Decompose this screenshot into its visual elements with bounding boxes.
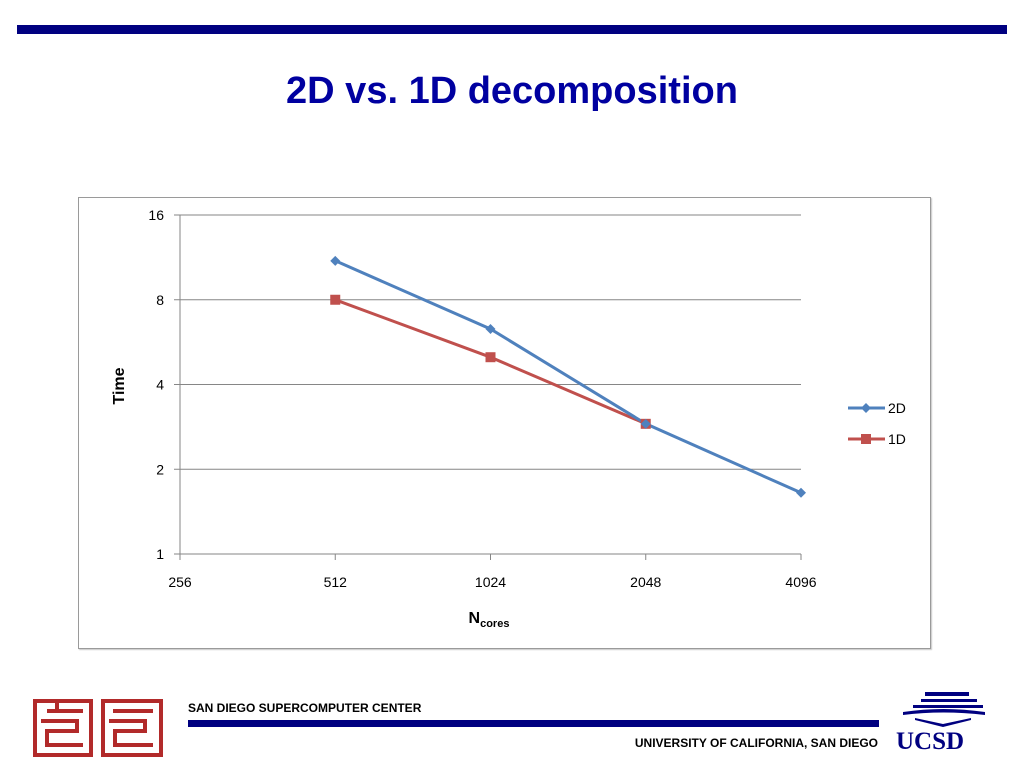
legend-label-1d: 1D — [888, 431, 906, 447]
point-2d-4096 — [796, 487, 806, 498]
y-tick-label-2: 2 — [156, 461, 164, 477]
x-tick-label-256: 256 — [168, 574, 192, 590]
legend-marker-1d — [861, 434, 871, 444]
top-rule — [17, 25, 1007, 34]
ucsd-name: UNIVERSITY OF CALIFORNIA, SAN DIEGO — [634, 736, 878, 750]
point-2d-512 — [330, 255, 341, 266]
y-axis-label: Time — [111, 367, 128, 404]
legend-label-2d: 2D — [888, 400, 906, 416]
y-tick-label-1: 1 — [156, 546, 164, 562]
slide-title: 2D vs. 1D decomposition — [286, 70, 738, 112]
x-axis-label-sub: cores — [480, 618, 509, 630]
chart-frame: 1 2 4 8 16 256 512 1024 2048 4096 Time Ncores 2D… — [78, 197, 931, 649]
ucsd-seal-icon — [903, 692, 985, 727]
x-tick-label-1024: 1024 — [475, 574, 506, 590]
legend: 2D 1D — [848, 400, 906, 447]
x-tick-label-2048: 2048 — [630, 574, 661, 590]
x-axis-label: Ncores — [469, 610, 510, 630]
footer-rule — [188, 720, 879, 727]
grid-lines — [180, 214, 801, 470]
legend-marker-2d — [861, 403, 871, 413]
point-2d-1024 — [485, 323, 496, 334]
ucsd-logo-text: UCSD — [896, 728, 965, 755]
y-tick-label-16: 16 — [148, 207, 164, 223]
y-ticks: 1 2 4 8 16 — [148, 207, 180, 562]
y-tick-label-4: 4 — [156, 377, 164, 393]
x-tick-label-512: 512 — [324, 574, 348, 590]
y-tick-label-8: 8 — [156, 292, 164, 308]
series-line-2d — [334, 259, 802, 495]
series-layer — [330, 255, 806, 498]
sdsc-name: SAN DIEGO SUPERCOMPUTER CENTER — [188, 701, 422, 715]
x-tick-label-4096: 4096 — [785, 574, 816, 590]
point-1d-512 — [330, 294, 341, 305]
line-chart: 1 2 4 8 16 256 512 1024 2048 4096 Time Ncores 2D… — [111, 207, 906, 630]
point-1d-1024 — [485, 352, 496, 363]
x-ticks: 256 512 1024 2048 4096 — [168, 554, 817, 590]
x-axis-label-main: N — [469, 610, 481, 627]
sdsc-logo — [33, 699, 163, 757]
point-2d-2048 — [640, 418, 651, 429]
